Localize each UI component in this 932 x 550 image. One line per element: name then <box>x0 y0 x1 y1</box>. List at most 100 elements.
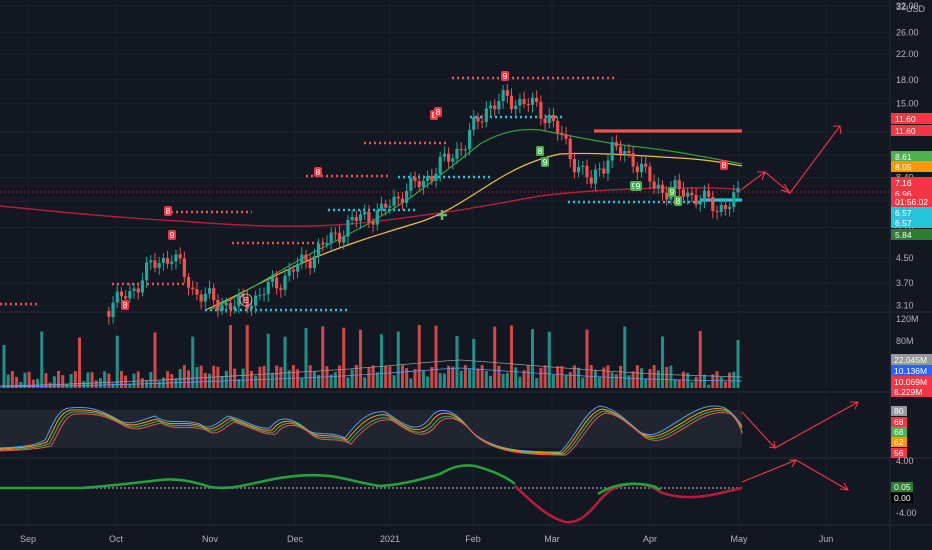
momentum-badge-label: 0.05 <box>894 482 911 492</box>
stochastic-pane[interactable] <box>0 401 859 456</box>
candle-body <box>728 206 732 209</box>
sequential-labels: 889888998999988 <box>121 71 728 310</box>
candle-body <box>115 291 119 303</box>
sequential-label: 9 <box>170 230 175 240</box>
candle-body <box>300 254 304 265</box>
sequential-label: 9 <box>543 157 548 167</box>
candle-body <box>296 264 300 272</box>
candle-body <box>212 288 216 301</box>
candle-body <box>564 134 568 139</box>
candle-body <box>501 90 505 102</box>
volume-bar <box>723 381 727 388</box>
candle-body <box>560 132 564 135</box>
volume-bar <box>359 329 363 388</box>
candle-body <box>149 260 153 263</box>
candle-body <box>505 90 509 96</box>
volume-bar <box>300 378 304 388</box>
volume-bar <box>208 373 212 388</box>
price-pane[interactable]: 889888998999988 E <box>0 71 890 325</box>
candle-body <box>270 277 275 282</box>
stoch-badge-label: 62 <box>894 437 904 447</box>
volume-bar <box>86 372 90 388</box>
volume-bar <box>304 327 308 388</box>
volume-bar <box>644 378 648 388</box>
cross-marker <box>437 210 447 220</box>
volume-tick-label: 120M <box>896 314 919 324</box>
time-tick-label: Sep <box>20 534 36 544</box>
volume-bar <box>539 367 543 388</box>
volume-bar <box>296 369 300 388</box>
candle-body <box>371 221 375 225</box>
volume-badge <box>891 354 932 365</box>
volume-bar <box>119 371 123 388</box>
volume-bar <box>136 371 140 388</box>
candle-body <box>673 180 677 189</box>
volume-bar <box>371 365 375 388</box>
volume-bar <box>338 365 342 388</box>
volume-bar <box>44 373 48 388</box>
candle-body <box>170 261 174 264</box>
projection-arrow[interactable] <box>741 125 841 194</box>
candle-body <box>484 108 488 122</box>
volume-ma-line-2 <box>0 367 743 388</box>
price-badge-label: 11.60 <box>895 114 916 124</box>
candle-body <box>337 232 342 243</box>
volume-bar <box>451 366 455 388</box>
price-badge-label: 8.05 <box>895 162 912 172</box>
candle-body <box>430 176 434 181</box>
volume-bar <box>350 369 354 388</box>
candle-body <box>627 150 631 154</box>
volume-bar <box>388 366 392 388</box>
volume-bar <box>224 370 228 388</box>
volume-bar <box>661 336 665 388</box>
time-tick-label: Nov <box>202 534 219 544</box>
volume-pane[interactable] <box>0 325 743 388</box>
volume-bar <box>694 376 698 388</box>
candle-body <box>665 192 669 200</box>
volume-bar <box>514 367 518 388</box>
candle-body <box>409 177 413 191</box>
volume-bar <box>518 376 522 388</box>
stoch-badge-label: 80 <box>894 406 904 416</box>
candle-body <box>568 138 572 160</box>
stoch-badge <box>891 448 907 458</box>
volume-bar <box>472 338 476 388</box>
sequential-label: 8 <box>436 107 441 117</box>
sequential-label-badge <box>164 206 172 216</box>
candle-body <box>245 296 249 309</box>
volume-bar <box>187 370 191 388</box>
ma-mid-line <box>204 152 743 311</box>
candle-body <box>308 260 312 268</box>
momentum-positive-line-2 <box>597 482 661 496</box>
candle-body <box>681 189 686 197</box>
volume-bar <box>392 375 396 388</box>
volume-bar <box>648 368 652 388</box>
time-tick-label: Apr <box>643 534 657 544</box>
volume-bar <box>94 380 98 388</box>
price-badges: 11.6011.608.618.057.166.9601:56:026.576.… <box>891 113 932 240</box>
price-badge <box>891 161 932 172</box>
candle-body <box>237 294 241 307</box>
candle-body <box>530 97 535 105</box>
sequential-label-badge <box>720 160 728 170</box>
price-tick-label: 3.10 <box>896 301 914 311</box>
earnings-marker[interactable] <box>239 293 253 307</box>
candle-body <box>535 97 539 102</box>
candle-body <box>518 99 522 106</box>
momentum-pane[interactable] <box>0 459 850 524</box>
stoch-badge-label: 68 <box>894 417 904 427</box>
volume-bar <box>602 367 606 388</box>
volume-bar <box>308 365 312 388</box>
sequential-label-badge <box>634 181 642 191</box>
volume-bar <box>275 365 279 388</box>
candle-body <box>467 129 472 150</box>
volume-bar <box>140 378 144 388</box>
volume-bar <box>711 374 715 388</box>
price-badge <box>891 207 932 218</box>
candle-body <box>312 256 316 268</box>
volume-bar <box>442 373 446 388</box>
volume-bar <box>145 380 149 388</box>
time-axis[interactable]: Sep Oct Nov Dec 2021 Feb Mar Apr May Jun <box>20 534 833 544</box>
